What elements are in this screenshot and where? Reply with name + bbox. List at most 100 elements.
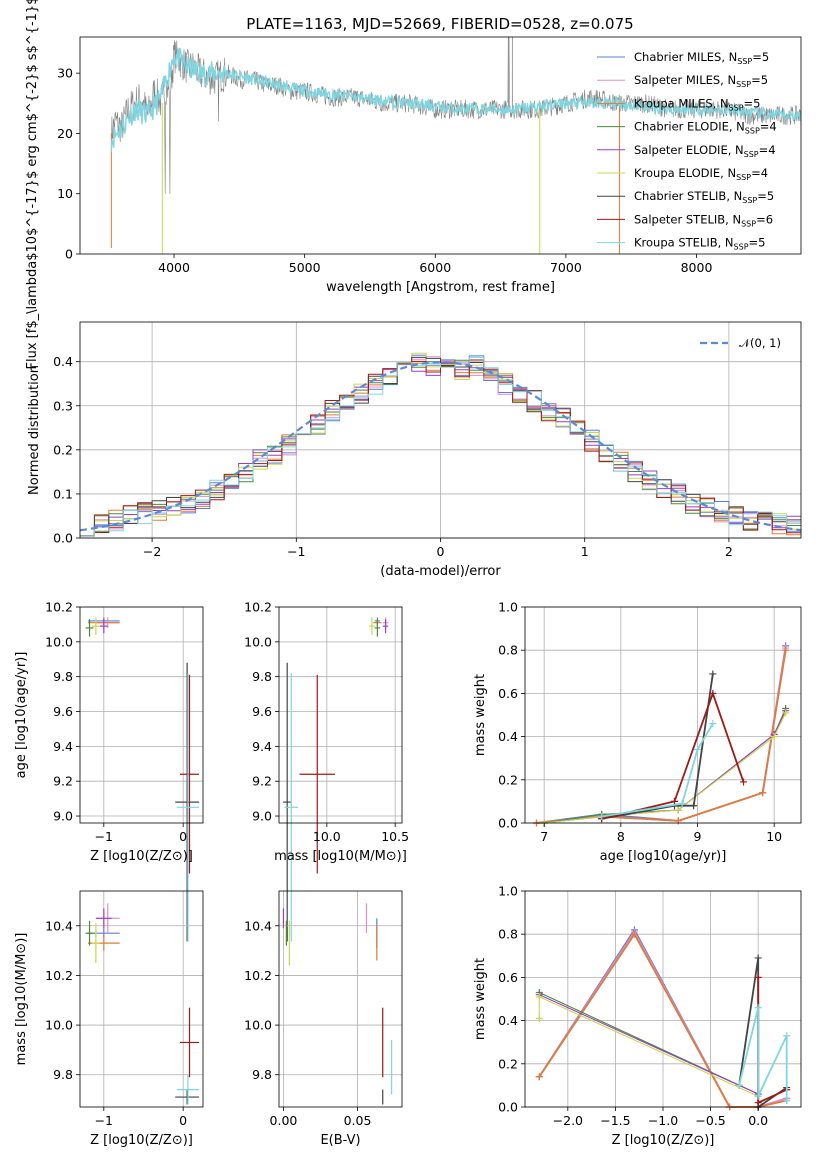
model-spectrum-line (110, 47, 801, 152)
legend-sub: SSP (729, 103, 744, 112)
legend-tail: =5 (744, 96, 761, 110)
legend-label: Kroupa STELIB, NSSP=5 (634, 236, 765, 252)
legend-sub: SSP (745, 127, 760, 136)
legend-tail: =4 (759, 143, 776, 157)
marker-kroupa_elodie (535, 993, 543, 1001)
spectrum-lines (110, 37, 801, 254)
y-tick-label: 9.2 (53, 774, 73, 789)
marker-kroupa_miles (782, 646, 790, 654)
y-tick-label: 10.0 (45, 634, 73, 649)
axes-frame (79, 36, 802, 255)
y-tick-label: 1.0 (498, 884, 518, 899)
y-axis-label: Normed distribution (27, 365, 42, 495)
marker-kroupa_miles (630, 930, 638, 938)
axes-frame (278, 606, 403, 824)
x-tick-label: 9 (694, 829, 702, 844)
legend-label: Salpeter ELODIE, NSSP=4 (634, 143, 776, 159)
legend-sub: SSP (741, 219, 756, 228)
legend-tail: =5 (751, 73, 768, 87)
y-tick-label: 0.8 (498, 927, 518, 942)
legend-label: 𝒩(0, 1) (739, 336, 781, 350)
plot-area-mass_vs_ebv (282, 903, 393, 1105)
x-axis-label: (data-model)/error (380, 564, 501, 579)
y-tick-label: 10.2 (45, 968, 73, 983)
axes-residuals: −2 −1 0 1 2 0.0 0.1 0.2 0.3 0.4 (data-model)/error… (27, 321, 802, 579)
marker-kroupa_miles (535, 1073, 543, 1081)
marker-chabrier_stelib (709, 670, 717, 678)
axes-frame (79, 606, 204, 824)
legend-sub: SSP (736, 80, 751, 89)
legend-label: Salpeter MILES, NSSP=5 (634, 73, 768, 89)
axes-mass_vs_ebv: 0.00 0.05 9.8 10.0 10.2 10.4 E(B-V) (244, 890, 403, 1148)
legend-text: Salpeter MILES, N (634, 73, 736, 87)
legend-sub: SSP (736, 173, 751, 182)
y-axis-label: Flux [f$_\lambda$10$^{-17}$ erg cm$^{-2}… (25, 0, 40, 369)
x-axis-label: mass [log10(M/M⊙)] (274, 849, 407, 864)
marker-kroupa_stelib (783, 1097, 791, 1105)
x-axis-label: Z [log10(Z/Z⊙)] (90, 849, 193, 864)
legend-tail: =4 (760, 120, 777, 134)
x-axis-label: E(B-V) (320, 1133, 360, 1148)
y-tick-label: 10.0 (244, 634, 272, 649)
x-tick-label: 7 (540, 829, 548, 844)
legend-tail: =5 (757, 189, 774, 203)
marker-kroupa_stelib (694, 746, 701, 754)
x-tick-label: 8000 (681, 260, 713, 275)
legend-sub: SSP (744, 150, 759, 159)
y-tick-label: 10.0 (244, 1018, 272, 1033)
x-tick-label: −1.0 (648, 1113, 678, 1128)
x-tick-label: 10.0 (313, 829, 341, 844)
y-tick-label: 9.6 (252, 704, 272, 719)
y-tick-label: 10.2 (244, 968, 272, 983)
plot-area-massweight_vs_age (533, 642, 790, 827)
residual-hists (80, 352, 801, 537)
legend-label: Kroupa ELODIE, NSSP=4 (634, 166, 768, 182)
axes-massweight_vs_Z: −2.0 −1.5 −1.0 −0.5 0.0 0.0 0.2 0.4 0.6 0.8 1.0 Z [… (473, 884, 802, 1148)
y-tick-label: 9.0 (53, 809, 73, 824)
marker-kroupa_elodie (782, 709, 790, 717)
x-tick-label: −2 (143, 544, 161, 559)
y-tick-label: 10.4 (45, 918, 73, 933)
x-tick-label: 5000 (289, 260, 321, 275)
axes-frame (278, 890, 403, 1108)
y-tick-label: 1.0 (498, 600, 518, 615)
x-tick-label: −1 (287, 544, 305, 559)
y-tick-label: 0.4 (53, 354, 73, 369)
y-tick-label: 0.3 (53, 398, 73, 413)
legend-text: Kroupa STELIB, N (634, 236, 734, 250)
x-tick-label: 2 (725, 544, 733, 559)
y-tick-label: 9.4 (252, 739, 272, 754)
x-tick-label: 0.00 (270, 1113, 298, 1128)
marker-salpeter_stelib (754, 1099, 762, 1107)
y-tick-label: 0.6 (498, 686, 518, 701)
legend-label: Kroupa MILES, NSSP=5 (634, 96, 760, 112)
legend-text: Kroupa ELODIE, N (634, 166, 736, 180)
x-axis-label: age [log10(age/yr)] (600, 849, 727, 864)
marker-chabrier_stelib (754, 954, 762, 962)
y-tick-label: 9.6 (53, 704, 73, 719)
marker-kroupa_stelib (754, 1092, 762, 1100)
y-tick-label: 0.0 (53, 531, 73, 546)
x-tick-label: 10 (766, 829, 782, 844)
marker-kroupa_stelib (783, 1032, 791, 1040)
axes-frame (524, 606, 802, 824)
y-tick-label: 0 (65, 247, 73, 262)
y-axis-label: mass weight (473, 958, 488, 1040)
x-tick-label: 6000 (419, 260, 451, 275)
y-tick-label: 10.4 (244, 918, 272, 933)
line-kroupa_stelib (601, 723, 714, 818)
figure-title: PLATE=1163, MJD=52669, FIBERID=0528, z=0… (246, 15, 633, 33)
histogram-kroupa_stelib (80, 356, 801, 537)
legend-tail: =6 (756, 212, 773, 226)
axes-mass_vs_Z: −1 0 9.8 10.0 10.2 10.4 Z [log10(Z/Z⊙)] mass [l… (14, 890, 204, 1148)
legend-tail: =4 (751, 166, 768, 180)
y-tick-label: 0.0 (498, 1100, 518, 1115)
x-tick-label: 8 (617, 829, 625, 844)
y-tick-label: 0.2 (53, 442, 73, 457)
axes-spectrum: 4000 5000 6000 7000 8000 0 10 20 30 wavelength [A… (25, 0, 802, 369)
x-tick-label: 4000 (158, 260, 190, 275)
y-axis-label: mass [log10(M/M⊙)] (14, 933, 29, 1066)
y-axis-label: mass weight (473, 674, 488, 756)
plot-area-age_vs_mass (283, 617, 389, 942)
